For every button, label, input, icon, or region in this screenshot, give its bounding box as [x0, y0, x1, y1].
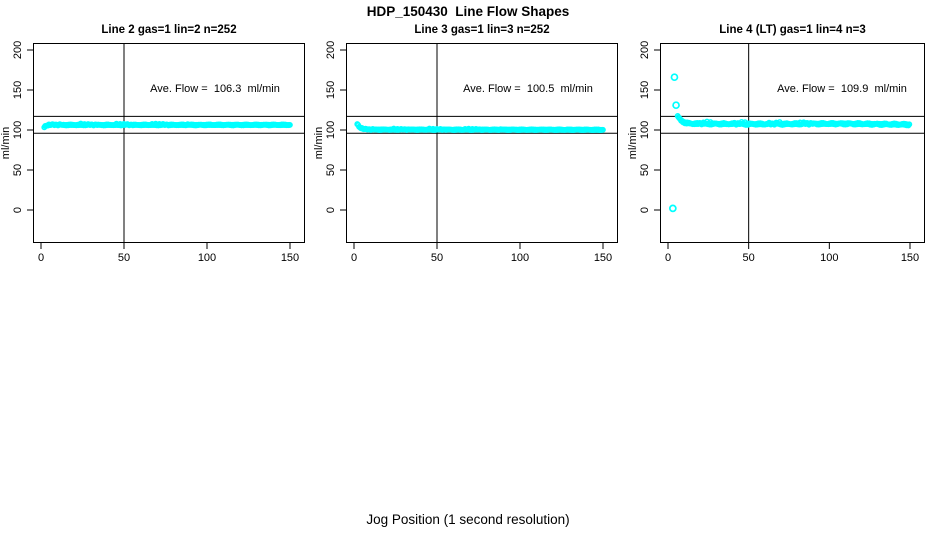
y-tick-label: 150	[12, 81, 24, 99]
y-tick-label: 50	[325, 164, 337, 176]
scatter-plot: 0 50 100 150 200 0 50 100 150	[325, 41, 618, 264]
panel-line-3: Line 3 gas=1 lin=3 n=252 Ave. Flow = 100…	[313, 24, 618, 264]
panel-title: Line 3 gas=1 lin=3 n=252	[414, 24, 550, 36]
scatter-plot: 0 50 100 150 200 0 50 100 150	[12, 41, 305, 264]
y-tick-label: 0	[12, 207, 24, 213]
x-tick-label: 50	[431, 252, 443, 264]
ave-flow-annotation: Ave. Flow = 109.9 ml/min	[777, 83, 907, 95]
x-tick-label: 50	[118, 252, 130, 264]
x-tick-label: 100	[511, 252, 529, 264]
y-tick-label: 100	[325, 121, 337, 139]
y-axis-unit-label: ml/min	[313, 126, 325, 160]
y-tick-label: 200	[639, 41, 651, 59]
panel-title: Line 2 gas=1 lin=2 n=252	[101, 24, 237, 36]
data-points	[354, 121, 606, 134]
plot-border	[33, 43, 305, 243]
plot-border	[346, 43, 618, 243]
outlier-point	[668, 204, 677, 213]
panel-line-4: Line 4 (LT) gas=1 lin=4 n=3 Ave. Flow = …	[627, 24, 925, 264]
ave-flow-annotation: Ave. Flow = 100.5 ml/min	[463, 83, 593, 95]
y-tick-label: 100	[12, 121, 24, 139]
x-tick-label: 150	[594, 252, 612, 264]
y-axis-unit-label: ml/min	[627, 126, 639, 160]
axis-ticks-and-labels: 0 50 100 150 200 0 50 100 150	[12, 41, 299, 264]
reference-lines	[33, 43, 305, 243]
y-axis-unit-label: ml/min	[0, 126, 12, 160]
scatter-plot: 0 50 100 150 200 0 50 100 150	[639, 41, 925, 264]
panel-line-2: Line 2 gas=1 lin=2 n=252 Ave. Flow = 106…	[0, 24, 305, 264]
y-tick-label: 50	[12, 164, 24, 176]
y-tick-label: 0	[325, 207, 337, 213]
y-tick-label: 100	[639, 121, 651, 139]
ave-flow-annotation: Ave. Flow = 106.3 ml/min	[150, 83, 280, 95]
data-points	[668, 73, 913, 213]
x-tick-label: 150	[901, 252, 919, 264]
x-tick-label: 0	[665, 252, 671, 264]
x-tick-label: 100	[820, 252, 838, 264]
x-tick-label: 0	[38, 252, 44, 264]
axis-ticks-and-labels: 0 50 100 150 200 0 50 100 150	[325, 41, 612, 264]
figure-title: HDP_150430 Line Flow Shapes	[366, 4, 570, 19]
y-tick-label: 0	[639, 207, 651, 213]
outlier-point	[670, 73, 679, 82]
panel-title: Line 4 (LT) gas=1 lin=4 n=3	[719, 24, 866, 36]
x-axis-label: Jog Position (1 second resolution)	[366, 512, 570, 527]
reference-lines	[346, 43, 618, 243]
axis-ticks-and-labels: 0 50 100 150 200 0 50 100 150	[639, 41, 919, 264]
data-points	[41, 120, 293, 131]
y-tick-label: 200	[12, 41, 24, 59]
plot-border	[660, 43, 925, 243]
reference-lines	[660, 43, 925, 243]
x-tick-label: 100	[198, 252, 216, 264]
y-tick-label: 150	[639, 81, 651, 99]
x-tick-label: 0	[351, 252, 357, 264]
outlier-point	[672, 101, 680, 110]
x-tick-label: 50	[743, 252, 755, 264]
y-tick-label: 200	[325, 41, 337, 59]
x-tick-label: 150	[281, 252, 299, 264]
y-tick-label: 150	[325, 81, 337, 99]
y-tick-label: 50	[639, 164, 651, 176]
